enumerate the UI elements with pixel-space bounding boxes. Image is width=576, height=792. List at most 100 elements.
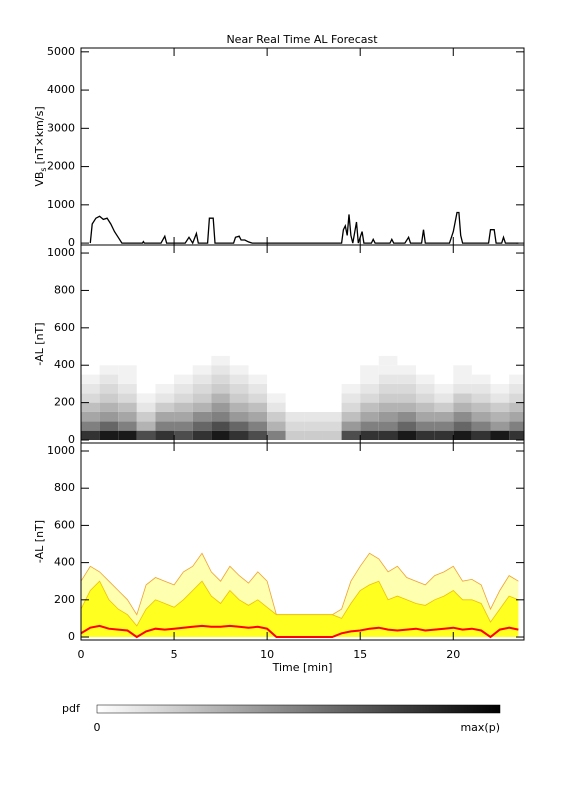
heat-cell xyxy=(136,393,156,403)
heat-cell xyxy=(471,374,491,384)
heat-cell xyxy=(490,393,510,403)
x-tick-label: 5 xyxy=(171,648,178,661)
heat-cell xyxy=(192,402,212,412)
heat-cell xyxy=(118,355,137,366)
heat-cell xyxy=(490,365,510,375)
heat-cell xyxy=(174,430,193,441)
heat-cell xyxy=(174,383,193,394)
heat-cell xyxy=(322,393,342,403)
area-line xyxy=(81,624,519,639)
heat-cell xyxy=(397,383,417,394)
heat-cell xyxy=(136,374,156,384)
y-tick-label: 200 xyxy=(54,396,75,409)
heat-cell xyxy=(322,402,342,412)
heat-cell xyxy=(118,411,137,422)
heat-cell xyxy=(304,430,323,441)
heat-cell xyxy=(267,393,286,403)
heat-cell xyxy=(378,355,398,366)
heat-cell xyxy=(490,421,510,431)
heat-cell xyxy=(341,430,361,441)
heat-cell xyxy=(453,355,472,366)
heat-cell xyxy=(509,355,524,366)
heat-cell xyxy=(81,430,100,441)
heat-cell xyxy=(490,383,510,394)
heat-cell xyxy=(136,430,156,441)
x-tick-label: 20 xyxy=(446,648,460,661)
y-tick-label: 800 xyxy=(54,283,75,296)
heat-cell xyxy=(211,393,230,403)
y-tick-label: 2000 xyxy=(47,160,75,173)
plot-area xyxy=(81,355,524,441)
heat-cell xyxy=(471,411,491,422)
heat-cell xyxy=(285,421,305,431)
heat-cell xyxy=(211,411,230,422)
heat-cell xyxy=(267,365,286,375)
heat-cell xyxy=(155,430,175,441)
heat-cell xyxy=(304,365,323,375)
heat-cell xyxy=(155,355,175,366)
heat-cell xyxy=(248,402,268,412)
heat-cell xyxy=(341,383,361,394)
heat-cell xyxy=(434,393,454,403)
heat-cell xyxy=(229,402,249,412)
heat-cell xyxy=(360,411,379,422)
heat-cell xyxy=(211,421,230,431)
heat-cell xyxy=(341,355,361,366)
heat-cell xyxy=(285,411,305,422)
y-tick-label: 0 xyxy=(68,236,75,249)
heat-cell xyxy=(229,365,249,375)
heat-cell xyxy=(136,365,156,375)
heat-cell xyxy=(211,383,230,394)
heat-cell xyxy=(192,355,212,366)
heat-cell xyxy=(267,374,286,384)
heat-cell xyxy=(285,365,305,375)
heat-cell xyxy=(248,383,268,394)
heat-cell xyxy=(174,421,193,431)
heat-cell xyxy=(322,383,342,394)
heat-cell xyxy=(434,430,454,441)
heat-cell xyxy=(136,383,156,394)
heat-cell xyxy=(509,374,524,384)
heat-cell xyxy=(155,393,175,403)
heat-cell xyxy=(397,421,417,431)
heat-cell xyxy=(285,383,305,394)
plot-area xyxy=(81,552,519,639)
heat-cell xyxy=(136,411,156,422)
heat-cell xyxy=(229,374,249,384)
heat-cell xyxy=(118,430,137,441)
heat-cell xyxy=(155,411,175,422)
heat-cell xyxy=(155,383,175,394)
y-tick-label: 3000 xyxy=(47,121,75,134)
heat-cell xyxy=(229,430,249,441)
heat-cell xyxy=(81,402,100,412)
heat-cell xyxy=(285,430,305,441)
chart-title: Near Real Time AL Forecast xyxy=(226,33,378,46)
heat-cell xyxy=(99,402,119,412)
heat-cell xyxy=(490,355,510,366)
heat-cell xyxy=(360,421,379,431)
y-tick-label: 0 xyxy=(68,433,75,446)
heat-cell xyxy=(322,355,342,366)
heat-cell xyxy=(192,421,212,431)
heat-cell xyxy=(99,411,119,422)
heat-cell xyxy=(509,365,524,375)
heat-cell xyxy=(453,393,472,403)
heat-cell xyxy=(304,355,323,366)
heat-cell xyxy=(174,393,193,403)
heat-cell xyxy=(378,430,398,441)
heat-cell xyxy=(285,393,305,403)
heat-cell xyxy=(360,402,379,412)
y-tick-label: 0 xyxy=(68,630,75,643)
heat-cell xyxy=(453,411,472,422)
heat-cell xyxy=(378,374,398,384)
heat-cell xyxy=(397,374,417,384)
heat-cell xyxy=(192,365,212,375)
plot-area xyxy=(89,211,519,245)
heat-cell xyxy=(99,383,119,394)
heat-cell xyxy=(416,421,435,431)
heat-cell xyxy=(360,374,379,384)
heat-cell xyxy=(136,421,156,431)
heat-cell xyxy=(453,430,472,441)
heat-cell xyxy=(341,421,361,431)
